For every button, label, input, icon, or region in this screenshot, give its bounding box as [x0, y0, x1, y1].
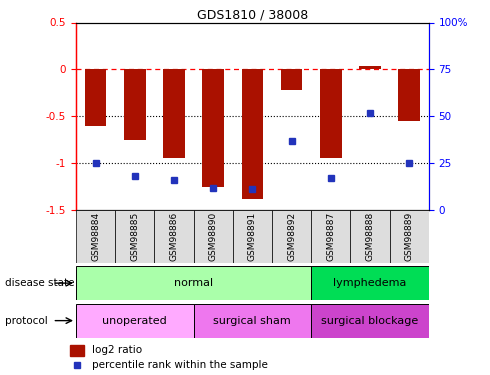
Bar	[311, 266, 429, 300]
Text: lymphedema: lymphedema	[333, 278, 407, 288]
Text: percentile rank within the sample: percentile rank within the sample	[92, 360, 268, 370]
Text: log2 ratio: log2 ratio	[92, 345, 142, 355]
Bar	[194, 210, 233, 262]
Text: GSM98891: GSM98891	[248, 211, 257, 261]
Text: GSM98885: GSM98885	[130, 211, 139, 261]
Bar	[398, 69, 420, 121]
Text: surgical sham: surgical sham	[214, 316, 291, 326]
Bar	[311, 210, 350, 262]
Bar	[194, 304, 311, 338]
Text: GSM98886: GSM98886	[170, 211, 178, 261]
Bar	[233, 210, 272, 262]
Bar	[390, 210, 429, 262]
Text: surgical blockage: surgical blockage	[321, 316, 418, 326]
Bar	[76, 266, 311, 300]
Bar	[163, 69, 185, 158]
Text: protocol: protocol	[5, 316, 48, 326]
Bar	[124, 69, 146, 140]
Bar	[85, 69, 106, 126]
Text: GSM98890: GSM98890	[209, 211, 218, 261]
Text: GSM98892: GSM98892	[287, 211, 296, 261]
Text: unoperated: unoperated	[102, 316, 167, 326]
Bar	[202, 69, 224, 187]
Bar	[281, 69, 302, 90]
Bar	[76, 210, 115, 262]
Bar	[154, 210, 194, 262]
Bar	[76, 304, 194, 338]
Bar	[350, 210, 390, 262]
Bar	[70, 345, 84, 355]
Bar	[242, 69, 263, 199]
Text: GSM98888: GSM98888	[366, 211, 374, 261]
Bar	[115, 210, 154, 262]
Bar	[320, 69, 342, 158]
Text: normal: normal	[174, 278, 213, 288]
Bar	[311, 304, 429, 338]
Text: GSM98889: GSM98889	[405, 211, 414, 261]
Text: disease state: disease state	[5, 278, 74, 288]
Text: GSM98887: GSM98887	[326, 211, 335, 261]
Text: GSM98884: GSM98884	[91, 211, 100, 261]
Bar	[359, 66, 381, 69]
Title: GDS1810 / 38008: GDS1810 / 38008	[196, 8, 308, 21]
Bar	[272, 210, 311, 262]
